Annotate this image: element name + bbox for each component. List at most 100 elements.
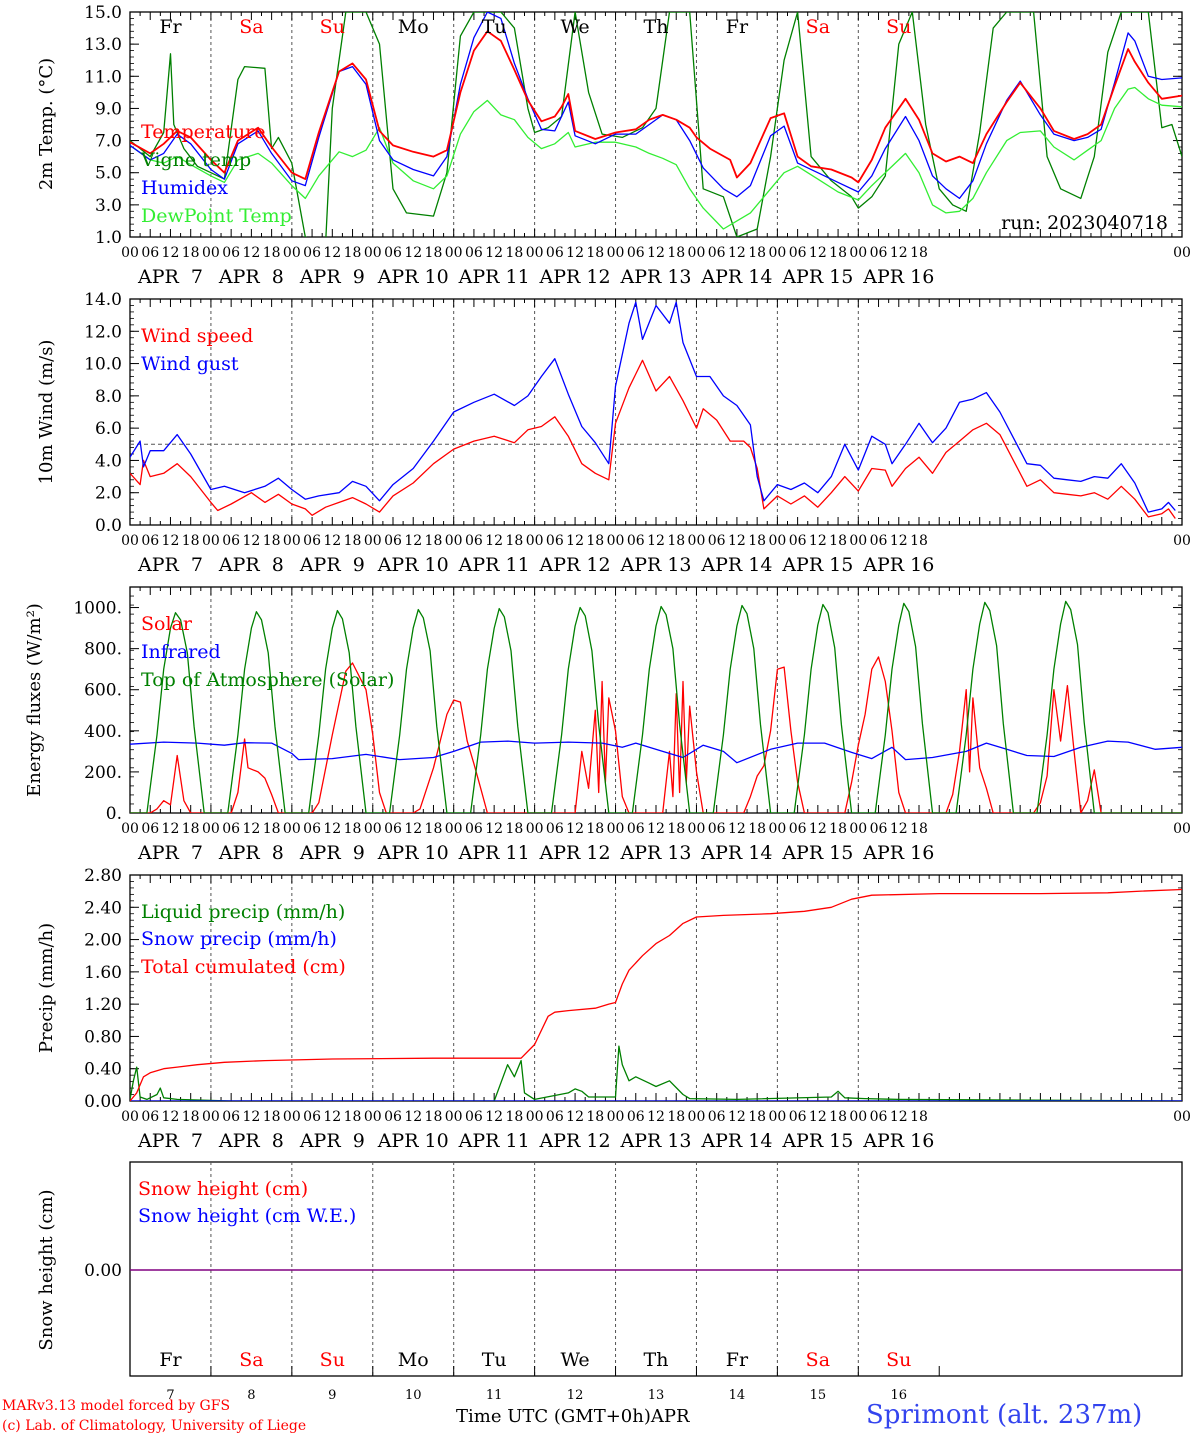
hour-tick-label: 00 bbox=[445, 821, 463, 837]
hour-tick-label: 06 bbox=[303, 821, 321, 837]
hour-tick-label: 00 bbox=[121, 245, 139, 261]
y-tick-label: 0.00 bbox=[84, 1092, 122, 1112]
hour-tick-label: 12 bbox=[890, 245, 908, 261]
hour-tick-label: 12 bbox=[485, 245, 503, 261]
legend-entry: Infrared bbox=[141, 641, 221, 663]
hour-tick-label: 00 bbox=[1173, 1109, 1191, 1125]
hour-tick-label: 12 bbox=[242, 533, 260, 549]
series-line bbox=[130, 86, 1182, 230]
hour-tick-label: 18 bbox=[586, 245, 604, 261]
day-label: APR 7 bbox=[137, 1130, 203, 1152]
plot-frame bbox=[129, 1161, 1183, 1377]
series-line bbox=[130, 600, 1182, 813]
y-tick-label: 11.0 bbox=[84, 67, 122, 87]
hour-tick-label: 18 bbox=[344, 533, 362, 549]
hour-tick-label: 12 bbox=[162, 1109, 180, 1125]
hour-tick-label: 00 bbox=[849, 821, 867, 837]
hour-tick-label: 12 bbox=[809, 533, 827, 549]
day-label: APR 16 bbox=[862, 842, 934, 864]
hour-tick-label: 00 bbox=[364, 821, 382, 837]
hour-tick-label: 18 bbox=[425, 533, 443, 549]
y-tick-label: 400. bbox=[84, 722, 122, 742]
hour-tick-label: 00 bbox=[1173, 245, 1191, 261]
hour-tick-label: 18 bbox=[586, 533, 604, 549]
y-tick-label: 3.0 bbox=[95, 196, 122, 216]
legend-entry: Humidex bbox=[141, 177, 228, 199]
y-tick-label: 14.0 bbox=[84, 290, 122, 310]
hour-tick-label: 12 bbox=[242, 1109, 260, 1125]
series-layer bbox=[130, 12, 1182, 237]
hour-tick-label: 12 bbox=[728, 1109, 746, 1125]
hour-tick-label: 18 bbox=[586, 1109, 604, 1125]
hour-tick-label: 00 bbox=[283, 533, 301, 549]
day-label: APR 9 bbox=[299, 266, 365, 288]
hour-tick-label: 12 bbox=[890, 1109, 908, 1125]
y-tick-label: 5.0 bbox=[95, 164, 122, 184]
legend-entry: Liquid precip (mm/h) bbox=[141, 901, 345, 923]
hour-tick-label: 12 bbox=[647, 533, 665, 549]
panel-3: 0. 200. 400. 600. 800. 1000. Solar Infrared Top … bbox=[24, 586, 1191, 864]
y-tick-label: 12.0 bbox=[84, 322, 122, 342]
hour-tick-label: 12 bbox=[404, 245, 422, 261]
hour-tick-label: 06 bbox=[870, 1109, 888, 1125]
hour-tick-label: 12 bbox=[242, 821, 260, 837]
weekday-label: Fr bbox=[726, 16, 749, 38]
hour-tick-label: 06 bbox=[384, 1109, 402, 1125]
y-tick-label: 10.0 bbox=[84, 355, 122, 375]
hour-tick-label: 18 bbox=[586, 821, 604, 837]
hour-tick-label: 12 bbox=[242, 245, 260, 261]
hour-tick-label: 18 bbox=[344, 1109, 362, 1125]
hour-tick-label: 18 bbox=[505, 245, 523, 261]
hour-tick-label: 06 bbox=[546, 533, 564, 549]
hour-tick-label: 00 bbox=[202, 1109, 220, 1125]
day-label: APR 7 bbox=[137, 842, 203, 864]
hour-tick-label: 00 bbox=[1173, 821, 1191, 837]
weekday-label: Fr bbox=[726, 1349, 749, 1371]
hour-tick-label: 06 bbox=[789, 821, 807, 837]
hour-tick-label: 00 bbox=[526, 821, 544, 837]
hour-tick-label: 06 bbox=[384, 245, 402, 261]
weekday-label: Su bbox=[320, 16, 345, 38]
weekday-label: Sa bbox=[239, 1349, 263, 1371]
y-tick-label: 6.0 bbox=[95, 419, 122, 439]
hour-tick-label: 12 bbox=[404, 821, 422, 837]
hour-tick-label: 18 bbox=[263, 821, 281, 837]
hour-tick-label: 18 bbox=[748, 1109, 766, 1125]
hour-tick-label: 00 bbox=[364, 1109, 382, 1125]
day-label: APR 12 bbox=[539, 266, 611, 288]
day-number-label: 7 bbox=[166, 1388, 174, 1403]
hour-tick-label: 06 bbox=[708, 821, 726, 837]
hour-tick-label: 00 bbox=[1173, 533, 1191, 549]
legend-entry: Total cumulated (cm) bbox=[141, 956, 346, 978]
hour-tick-label: 00 bbox=[607, 1109, 625, 1125]
series-layer bbox=[130, 600, 1182, 813]
panel-2: 0.0 2.0 4.0 6.0 8.0 10.0 12.0 14.0 Wind speed Win… bbox=[36, 290, 1191, 576]
day-label: APR 7 bbox=[137, 266, 203, 288]
hour-tick-label: 12 bbox=[566, 821, 584, 837]
day-label: APR 9 bbox=[299, 1130, 365, 1152]
hour-tick-label: 12 bbox=[728, 533, 746, 549]
hour-tick-label: 18 bbox=[667, 245, 685, 261]
hour-tick-label: 00 bbox=[849, 1109, 867, 1125]
day-number-label: 10 bbox=[405, 1388, 422, 1403]
day-number-label: 8 bbox=[247, 1388, 255, 1403]
series-line bbox=[130, 888, 1182, 1101]
hour-tick-label: 06 bbox=[222, 1109, 240, 1125]
y-tick-label: 13.0 bbox=[84, 35, 122, 55]
day-label: APR 14 bbox=[700, 842, 772, 864]
hour-tick-label: 06 bbox=[870, 821, 888, 837]
weekday-label: We bbox=[560, 1349, 589, 1371]
y-tick-label: 1000. bbox=[73, 599, 122, 619]
hour-tick-label: 18 bbox=[505, 821, 523, 837]
day-label: APR 15 bbox=[781, 1130, 853, 1152]
day-label: APR 8 bbox=[218, 554, 284, 576]
hour-tick-label: 06 bbox=[546, 821, 564, 837]
hour-tick-label: 00 bbox=[364, 245, 382, 261]
hour-tick-label: 00 bbox=[202, 821, 220, 837]
hour-tick-label: 12 bbox=[323, 1109, 341, 1125]
hour-tick-label: 12 bbox=[647, 245, 665, 261]
legend-entry: DewPoint Temp bbox=[141, 205, 292, 227]
hour-tick-label: 12 bbox=[809, 245, 827, 261]
day-label: APR 11 bbox=[458, 842, 530, 864]
hour-tick-label: 18 bbox=[910, 821, 928, 837]
